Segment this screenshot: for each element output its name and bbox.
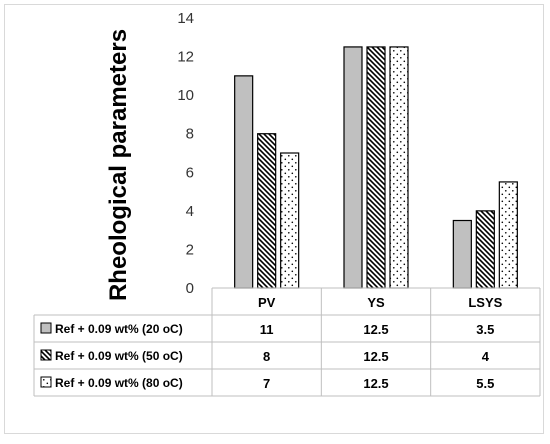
table-cell: 12.5 bbox=[363, 322, 388, 337]
bar-pv-series-3 bbox=[280, 152, 300, 289]
category-label-pv: PV bbox=[258, 295, 276, 310]
y-tick-label: 8 bbox=[186, 126, 194, 143]
category-label-ys: YS bbox=[367, 295, 385, 310]
y-tick-label: 10 bbox=[177, 87, 194, 104]
table-cell: 4 bbox=[482, 349, 490, 364]
legend-label-3: Ref + 0.09 wt% (80 oC) bbox=[55, 376, 183, 390]
y-tick-label: 12 bbox=[177, 49, 194, 66]
table-cell: 12.5 bbox=[363, 376, 388, 391]
bar-pv-series-2 bbox=[257, 133, 277, 289]
table-cell: 7 bbox=[263, 376, 270, 391]
y-axis-label: Rheological parameters bbox=[105, 29, 132, 301]
bar-lsys-series-3 bbox=[498, 181, 518, 289]
bar-lsys-series-1 bbox=[452, 219, 472, 289]
table-cell: 5.5 bbox=[476, 376, 494, 391]
table-cell: 12.5 bbox=[363, 349, 388, 364]
y-tick-label: 6 bbox=[186, 164, 194, 181]
legend-swatch-3 bbox=[40, 376, 52, 388]
bars bbox=[234, 46, 518, 289]
bar-pv-series-1 bbox=[234, 75, 254, 289]
legend-swatch-2 bbox=[40, 349, 52, 361]
category-label-lsys: LSYS bbox=[468, 295, 502, 310]
bar-lsys-series-2 bbox=[475, 210, 495, 289]
y-tick-label: 0 bbox=[186, 280, 194, 297]
bar-ys-series-2 bbox=[366, 46, 386, 289]
table-cell: 8 bbox=[263, 349, 270, 364]
data-table: PV YS LSYS Ref + 0.09 wt% (20 oC) 11 12.5 3.5 R… bbox=[33, 287, 541, 397]
legend-swatch-1 bbox=[40, 322, 52, 334]
legend-label-2: Ref + 0.09 wt% (50 oC) bbox=[55, 349, 183, 363]
chart-frame bbox=[4, 4, 544, 434]
bar-ys-series-1 bbox=[343, 46, 363, 289]
table-cell: 11 bbox=[260, 322, 274, 337]
y-tick-labels: 0 2 4 6 8 10 12 14 bbox=[177, 10, 194, 297]
y-tick-label: 4 bbox=[186, 203, 194, 220]
y-tick-label: 2 bbox=[186, 241, 194, 258]
bar-ys-series-3 bbox=[389, 46, 409, 289]
table-cell: 3.5 bbox=[476, 322, 494, 337]
legend-label-1: Ref + 0.09 wt% (20 oC) bbox=[55, 322, 183, 336]
y-tick-label: 14 bbox=[177, 10, 194, 27]
